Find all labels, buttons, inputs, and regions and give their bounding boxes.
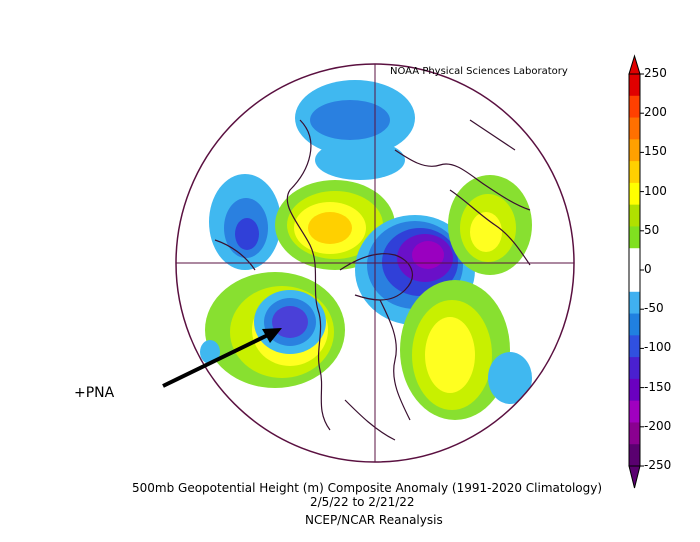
colorbar-tick-label: 50: [644, 222, 660, 237]
anomaly-arctic-negative: [295, 80, 415, 180]
colorbar-tick-label: 100: [644, 183, 667, 198]
colorbar-segment: [629, 182, 640, 206]
colorbar-tick-label: -200: [644, 418, 672, 433]
colorbar-segment: [629, 313, 640, 336]
colorbar-tick-label: 200: [644, 105, 667, 120]
colorbar-segment: [629, 357, 640, 380]
colorbar-tick-label: 150: [644, 144, 667, 159]
colorbar-segment: [629, 161, 640, 184]
colorbar-segment: [629, 444, 640, 467]
colorbar-segment: [629, 139, 640, 162]
colorbar-tick-label: 250: [644, 66, 667, 80]
colorbar-tick-label: -50: [644, 301, 664, 316]
anomaly-pacific-trough: [254, 290, 326, 354]
colorbar-segment: [629, 378, 640, 402]
colorbar-segment: [629, 248, 640, 271]
colorbar-segment: [629, 270, 640, 293]
colorbar-segment: [629, 226, 640, 249]
anomaly-atlantic-positive: [400, 280, 510, 420]
colorbar-segment: [629, 204, 640, 227]
credit-label: NOAA Physical Sciences Laboratory: [390, 66, 568, 77]
colorbar-arrow-bottom: [628, 465, 641, 489]
colorbar-segment: [629, 95, 640, 119]
colorbar-segment: [629, 117, 640, 140]
colorbar-tick-label: -100: [644, 340, 672, 355]
map-border: [175, 63, 575, 463]
data-source: NCEP/NCAR Reanalysis: [305, 513, 443, 527]
colorbar-segment: [629, 74, 640, 97]
anomaly-bering-negative: [209, 174, 281, 270]
colorbar-tick-label: 0: [644, 262, 652, 276]
date-range: 2/5/22 to 2/21/22: [310, 495, 415, 509]
pna-label: +PNA: [74, 385, 115, 401]
figure-title: 500mb Geopotential Height (m) Composite …: [132, 481, 603, 495]
colorbar-segment: [629, 291, 640, 315]
colorbar-segment: [629, 335, 640, 358]
anomaly-pacific-negative-small: [200, 340, 220, 364]
coastlines: [214, 119, 531, 441]
anomaly-atlantic-negative: [488, 352, 532, 404]
colorbar-tick-label: -150: [644, 379, 672, 394]
colorbar-arrow-top: [628, 54, 641, 75]
colorbar-tick-label: -250: [644, 458, 672, 472]
colorbar-segment: [629, 400, 640, 423]
colorbar-segment: [629, 422, 640, 445]
arrow-annotation: [162, 328, 282, 388]
anomaly-eurasia-positive: [448, 175, 532, 275]
